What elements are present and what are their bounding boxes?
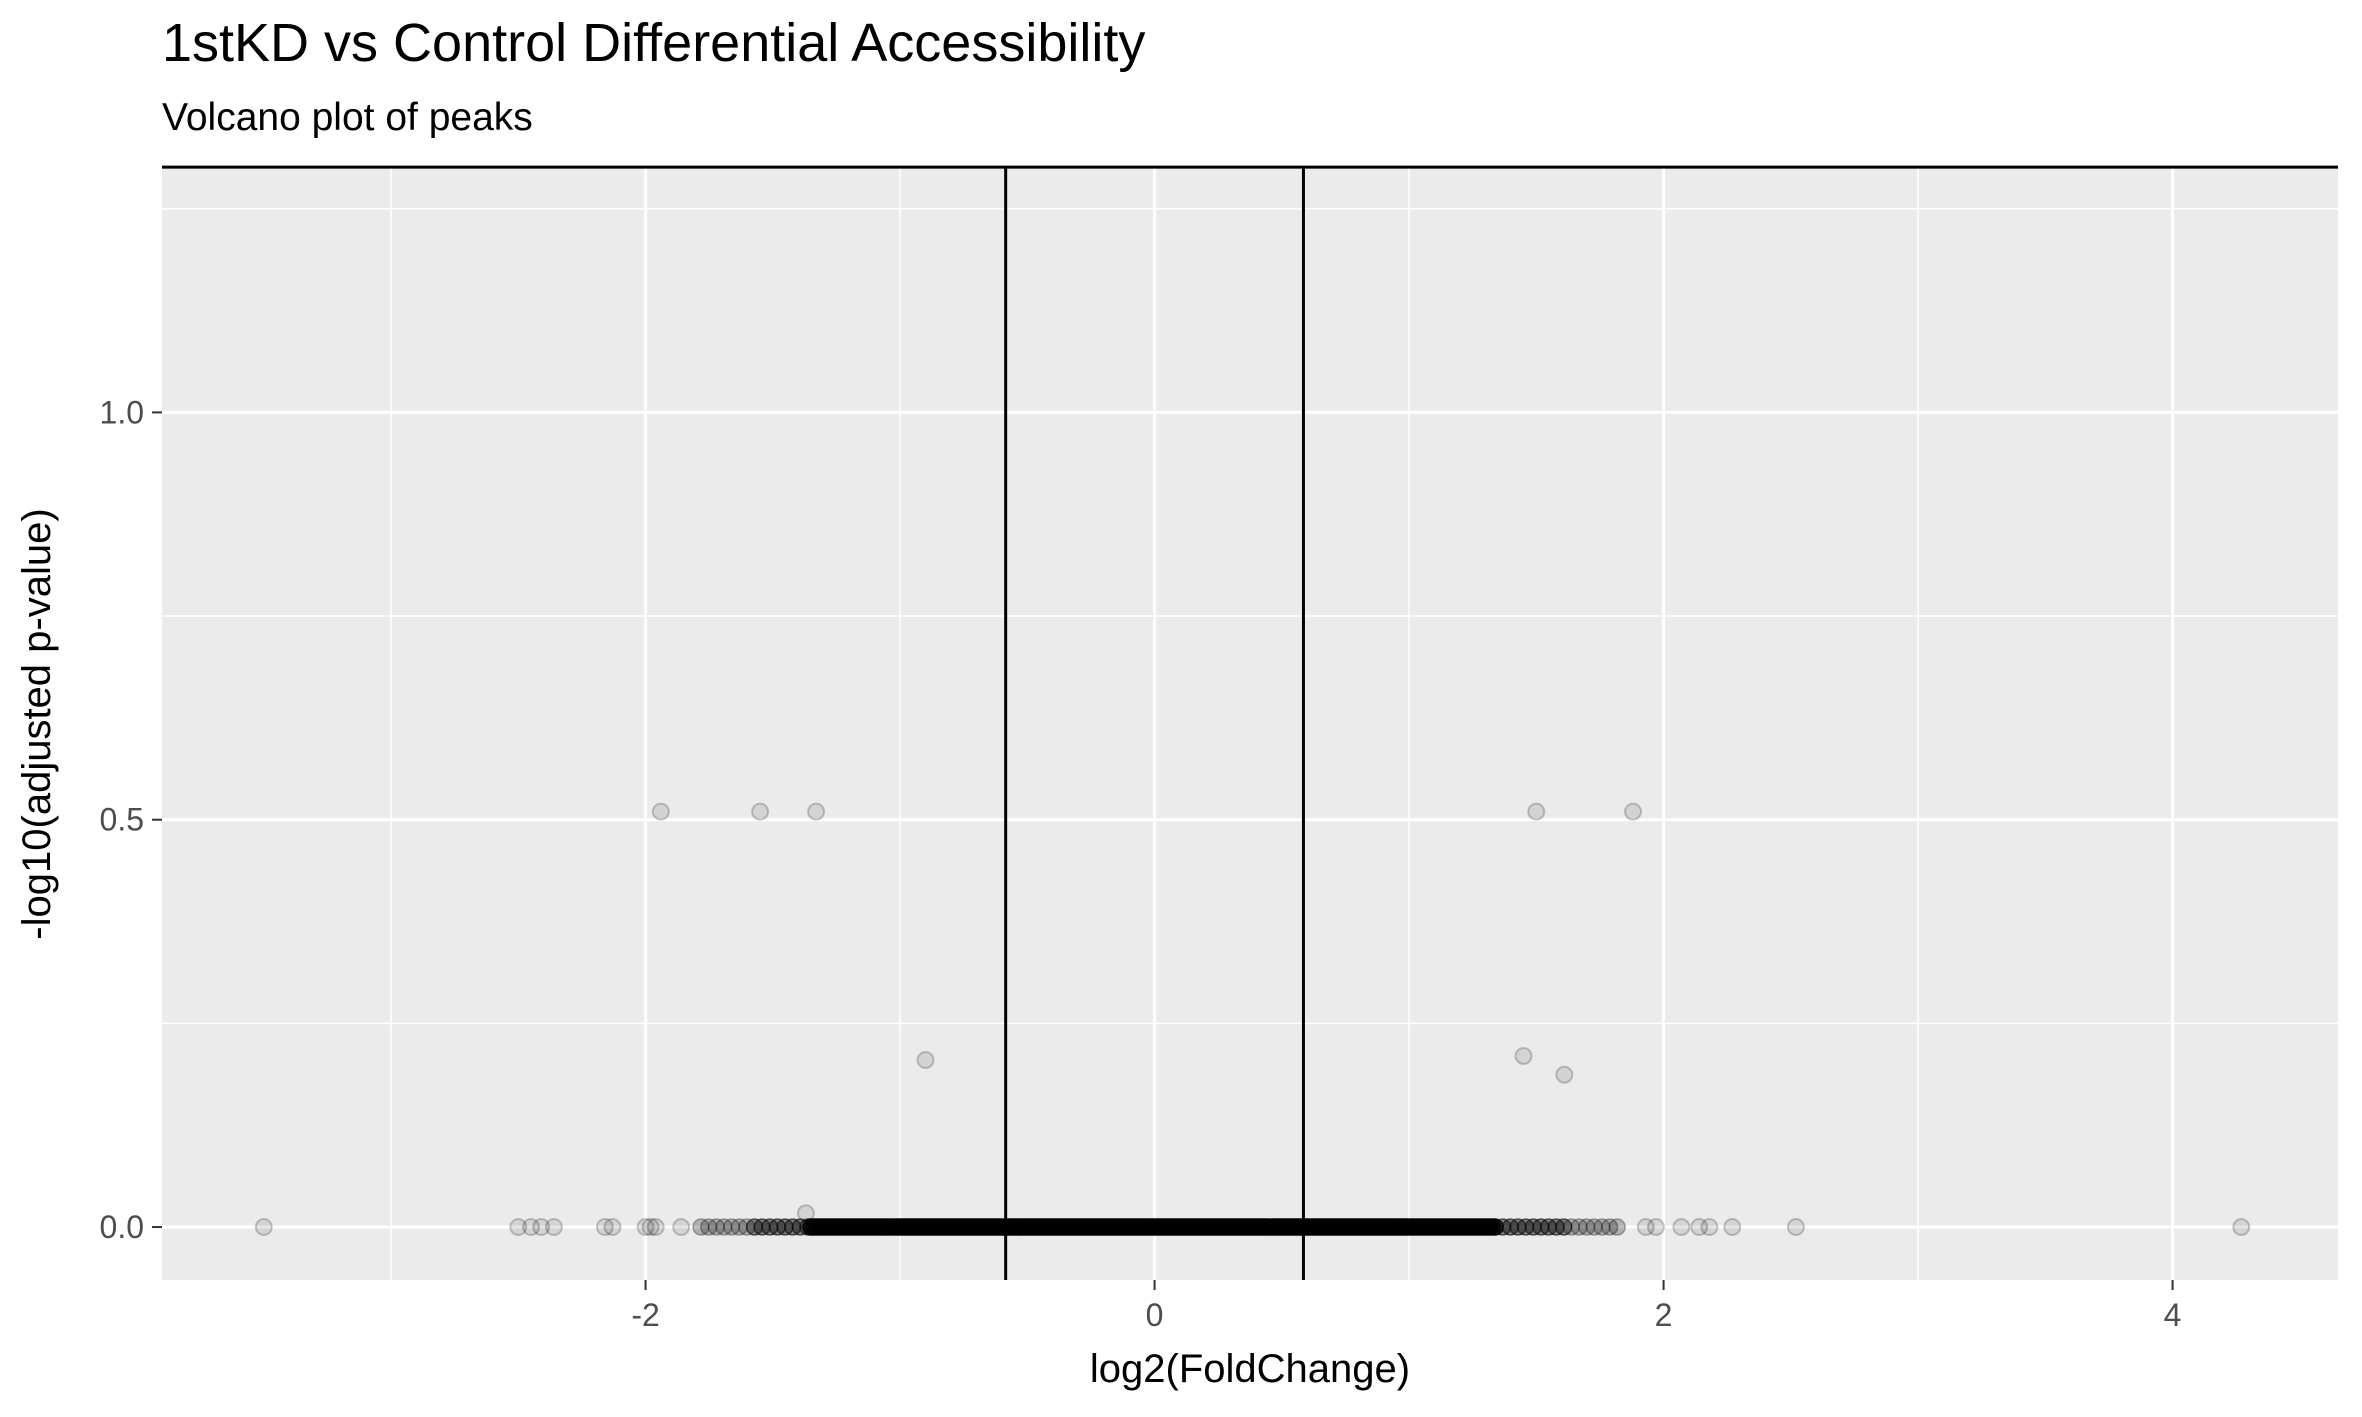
data-point bbox=[2232, 1218, 2251, 1237]
data-point bbox=[1700, 1218, 1719, 1237]
data-point bbox=[715, 1218, 733, 1236]
data-point bbox=[646, 1218, 665, 1237]
data-point bbox=[1562, 1218, 1581, 1236]
data-point bbox=[603, 1218, 622, 1237]
data-point bbox=[796, 1204, 815, 1223]
data-point bbox=[532, 1218, 551, 1237]
data-point bbox=[1636, 1218, 1655, 1237]
y-tick-label: 1.0 bbox=[100, 394, 144, 430]
data-point bbox=[1624, 802, 1643, 821]
x-tick-label: -2 bbox=[631, 1297, 659, 1333]
data-points bbox=[254, 802, 2251, 1237]
x-axis-title: log2(FoldChange) bbox=[1090, 1347, 1410, 1391]
data-point bbox=[1585, 1218, 1604, 1236]
data-point bbox=[1577, 1218, 1596, 1236]
data-point bbox=[1555, 1065, 1574, 1084]
threshold-lines bbox=[162, 165, 2338, 1280]
y-tick-label: 0.0 bbox=[100, 1209, 144, 1245]
data-point bbox=[699, 1218, 718, 1236]
minor-gridlines bbox=[162, 168, 2338, 1280]
data-point bbox=[1555, 1218, 1573, 1236]
data-point bbox=[636, 1218, 655, 1237]
data-point bbox=[1593, 1218, 1611, 1236]
data-point bbox=[254, 1218, 273, 1237]
data-point bbox=[722, 1218, 741, 1236]
data-point bbox=[1527, 802, 1546, 821]
y-tick-label: 0.5 bbox=[100, 802, 144, 838]
x-tick-label: 0 bbox=[1146, 1297, 1164, 1333]
data-point bbox=[1514, 1046, 1533, 1065]
data-point bbox=[1646, 1218, 1665, 1237]
data-point bbox=[1608, 1218, 1626, 1236]
data-point bbox=[509, 1218, 528, 1237]
data-point bbox=[807, 802, 826, 821]
data-point bbox=[595, 1218, 614, 1237]
y-axis-title: -log10(adjusted p-value) bbox=[15, 508, 59, 939]
data-point bbox=[751, 802, 770, 821]
x-tick-label: 2 bbox=[1655, 1297, 1673, 1333]
data-point bbox=[1570, 1218, 1588, 1236]
data-point bbox=[641, 1218, 660, 1237]
data-point bbox=[1690, 1218, 1709, 1237]
data-point bbox=[1672, 1218, 1691, 1237]
x-tick-label: 4 bbox=[2164, 1297, 2182, 1333]
data-point bbox=[672, 1218, 691, 1237]
chart-subtitle: Volcano plot of peaks bbox=[162, 96, 533, 139]
data-point bbox=[692, 1218, 710, 1236]
data-point bbox=[651, 802, 670, 821]
data-point bbox=[522, 1218, 541, 1237]
data-point bbox=[707, 1218, 726, 1236]
data-point bbox=[916, 1051, 935, 1070]
chart-title: 1stKD vs Control Differential Accessibil… bbox=[162, 13, 1146, 73]
data-point bbox=[544, 1218, 563, 1237]
axes: -2 0 2 4 0.0 0.5 1.0 bbox=[100, 394, 2182, 1333]
data-point bbox=[1600, 1218, 1619, 1236]
plot-panel bbox=[162, 168, 2338, 1280]
data-point bbox=[1786, 1218, 1805, 1237]
data-point bbox=[1723, 1218, 1742, 1237]
